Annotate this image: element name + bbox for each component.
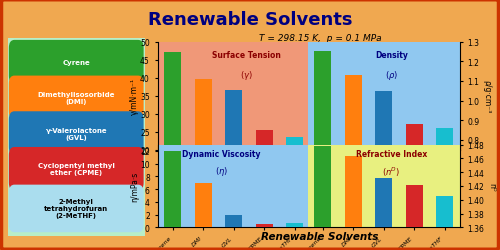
Bar bbox=[256, 224, 272, 228]
Text: γ-Valerolactone
(GVL): γ-Valerolactone (GVL) bbox=[46, 127, 107, 140]
Bar bbox=[226, 215, 242, 228]
Bar bbox=[406, 186, 422, 250]
Bar bbox=[226, 91, 242, 222]
Text: ($n^D$): ($n^D$) bbox=[382, 165, 400, 178]
Bar bbox=[286, 138, 303, 222]
Bar bbox=[345, 157, 362, 250]
Text: Dimethylisosorbide
(DMI): Dimethylisosorbide (DMI) bbox=[38, 92, 115, 104]
Bar bbox=[345, 76, 362, 250]
Bar bbox=[314, 52, 331, 250]
Bar bbox=[314, 146, 331, 250]
Text: ($\rho$): ($\rho$) bbox=[385, 68, 398, 81]
FancyBboxPatch shape bbox=[9, 147, 143, 191]
Y-axis label: ρ/g·cm⁻³: ρ/g·cm⁻³ bbox=[482, 80, 492, 113]
Text: Renewable Solvents: Renewable Solvents bbox=[148, 11, 352, 29]
Text: Cyclopentyl methyl
ether (CPME): Cyclopentyl methyl ether (CPME) bbox=[38, 163, 115, 175]
FancyBboxPatch shape bbox=[2, 31, 150, 244]
Text: Refractive Index: Refractive Index bbox=[356, 149, 427, 158]
Y-axis label: η/mPa·s: η/mPa·s bbox=[130, 171, 139, 201]
Bar bbox=[436, 128, 453, 250]
Bar bbox=[164, 53, 181, 222]
Text: 2-Methyl
tetrahydrofuran
(2-MeTHF): 2-Methyl tetrahydrofuran (2-MeTHF) bbox=[44, 199, 108, 218]
Bar bbox=[376, 91, 392, 250]
Y-axis label: nᴰ: nᴰ bbox=[488, 182, 496, 190]
Text: Cyrene: Cyrene bbox=[62, 60, 90, 66]
Text: Surface Tension: Surface Tension bbox=[212, 51, 280, 60]
Text: ($\eta$): ($\eta$) bbox=[215, 165, 228, 178]
Bar bbox=[195, 80, 212, 222]
Bar bbox=[164, 151, 181, 228]
Text: T = 298.15 K,  p = 0.1 MPa: T = 298.15 K, p = 0.1 MPa bbox=[258, 34, 382, 43]
Bar bbox=[286, 223, 303, 228]
FancyBboxPatch shape bbox=[9, 185, 143, 232]
FancyBboxPatch shape bbox=[9, 76, 143, 120]
Text: Density: Density bbox=[375, 51, 408, 60]
Y-axis label: γ/mN·m⁻¹: γ/mN·m⁻¹ bbox=[130, 78, 138, 115]
FancyBboxPatch shape bbox=[9, 112, 143, 155]
Text: Renewable Solvents: Renewable Solvents bbox=[262, 231, 378, 241]
Text: Dynamic Viscosity: Dynamic Viscosity bbox=[182, 149, 261, 158]
Bar bbox=[195, 183, 212, 228]
Bar bbox=[406, 124, 422, 250]
Text: ($\gamma$): ($\gamma$) bbox=[240, 68, 252, 81]
FancyBboxPatch shape bbox=[9, 41, 143, 84]
Bar bbox=[256, 130, 272, 222]
Bar bbox=[376, 178, 392, 250]
Bar bbox=[436, 196, 453, 250]
